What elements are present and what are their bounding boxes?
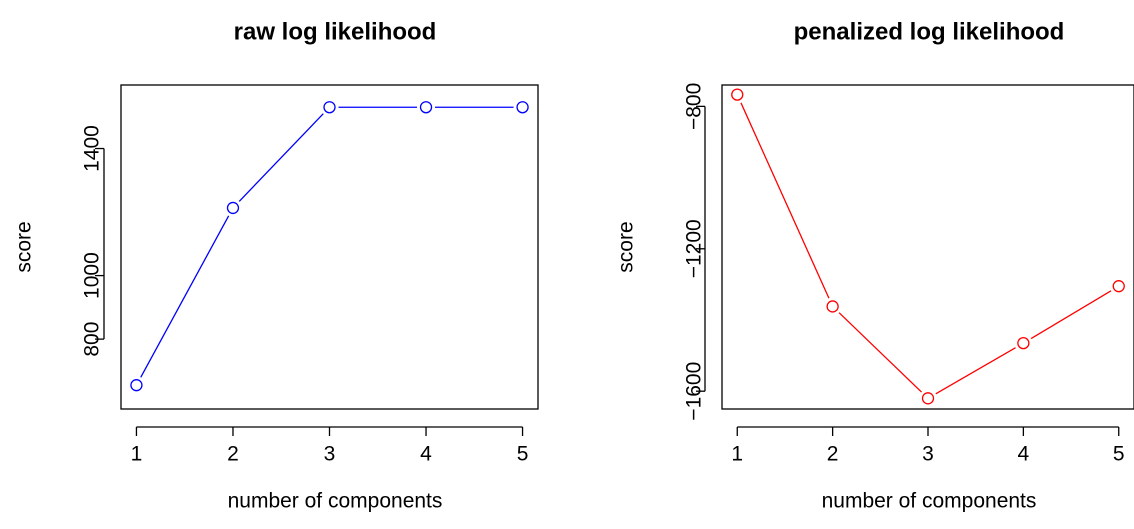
data-point-marker (323, 101, 336, 114)
x-axis-label: number of components (228, 490, 443, 513)
x-tick-label: 2 (227, 443, 239, 466)
data-point-marker (1112, 280, 1125, 293)
chart-title: raw log likelihood (234, 18, 437, 45)
x-tick-label: 1 (131, 443, 143, 466)
x-tick-label: 3 (324, 443, 336, 466)
plot-frame (120, 84, 539, 410)
series-line-segment (838, 312, 922, 393)
y-tick-label: 1000 (81, 252, 104, 299)
x-tick-label: 4 (420, 443, 432, 466)
x-tick-label: 4 (1018, 443, 1030, 466)
y-axis-label: score (13, 221, 36, 272)
data-point-marker (1017, 336, 1030, 350)
data-point-marker (130, 379, 143, 392)
y-tick-label: 800 (81, 322, 104, 357)
series-line-segment (1030, 290, 1112, 340)
y-tick-label: −1200 (683, 219, 706, 278)
series-line-segment (935, 347, 1016, 395)
data-point-marker (921, 392, 935, 405)
x-tick-label: 5 (517, 443, 529, 466)
penalized-log-likelihood-panel: penalized log likelihood 1 2 3 4 5 −800 −1200 −1… (615, 18, 1134, 513)
y-tick-label: −800 (683, 83, 706, 130)
data-point-marker (731, 88, 744, 101)
x-tick-label: 3 (922, 443, 934, 466)
x-axis-label: number of components (822, 490, 1037, 513)
series-line-segment (238, 113, 324, 202)
data-point-marker (516, 101, 529, 114)
y-tick-label: 1400 (81, 125, 104, 172)
data-point-marker (226, 201, 240, 215)
data-point-marker (826, 300, 839, 313)
x-tick-label: 5 (1113, 443, 1125, 466)
series-line-segment (140, 215, 230, 378)
plot-frame (721, 84, 1134, 410)
raw-log-likelihood-panel: raw log likelihood 1 2 3 4 5 800 1000 1400 number… (13, 18, 539, 513)
x-tick-label: 2 (827, 443, 839, 466)
chart-title: penalized log likelihood (794, 18, 1065, 45)
series-line-segment (740, 102, 830, 299)
y-tick-label: −1600 (683, 362, 706, 421)
data-point-marker (419, 101, 433, 114)
x-tick-label: 1 (731, 443, 743, 466)
y-axis-label: score (615, 221, 638, 272)
